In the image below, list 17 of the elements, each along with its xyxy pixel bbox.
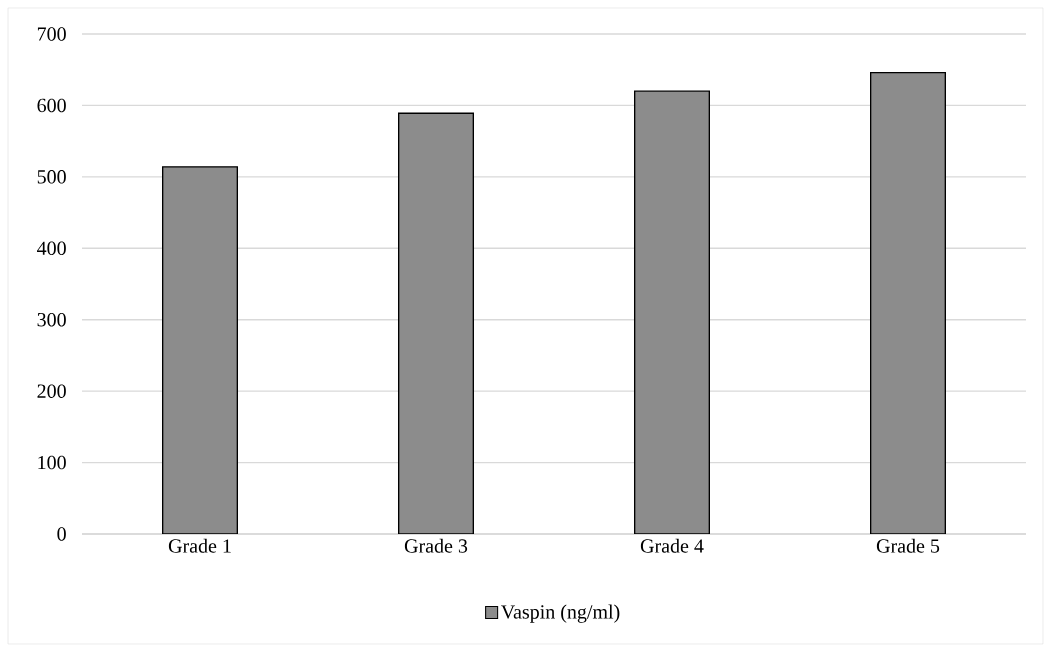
x-tick-label: Grade 4 [640,538,704,553]
y-tick-label: 400 [37,241,66,256]
y-tick-label: 100 [38,455,66,470]
y-tick-label: 500 [37,170,66,184]
bar [162,166,239,534]
x-tick-label: Grade 1 [168,538,231,553]
bar [869,71,946,534]
bar [398,112,474,534]
y-tick-label: 300 [37,312,66,327]
legend-label: Vaspin (ng/ml) [501,604,620,623]
x-tick-label: Grade 3 [404,538,468,553]
y-tick-label: 700 [37,27,66,41]
y-tick-label: 0 [57,527,66,541]
x-tick-label: Grade 5 [876,538,940,553]
bar [633,90,710,534]
y-tick-label: 200 [37,384,66,398]
y-tick-label: 600 [37,98,66,113]
